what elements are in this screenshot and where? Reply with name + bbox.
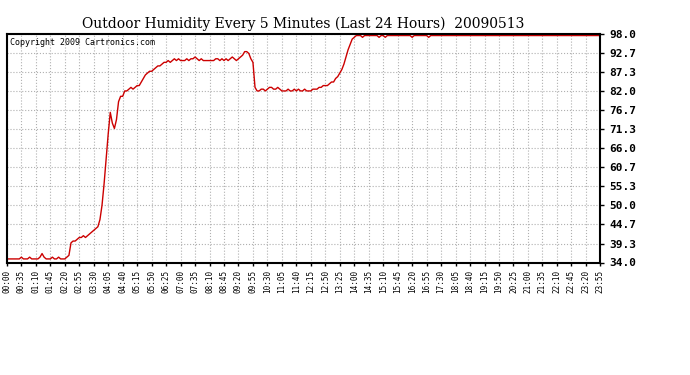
Text: Copyright 2009 Cartronics.com: Copyright 2009 Cartronics.com [10, 38, 155, 47]
Title: Outdoor Humidity Every 5 Minutes (Last 24 Hours)  20090513: Outdoor Humidity Every 5 Minutes (Last 2… [82, 17, 525, 31]
